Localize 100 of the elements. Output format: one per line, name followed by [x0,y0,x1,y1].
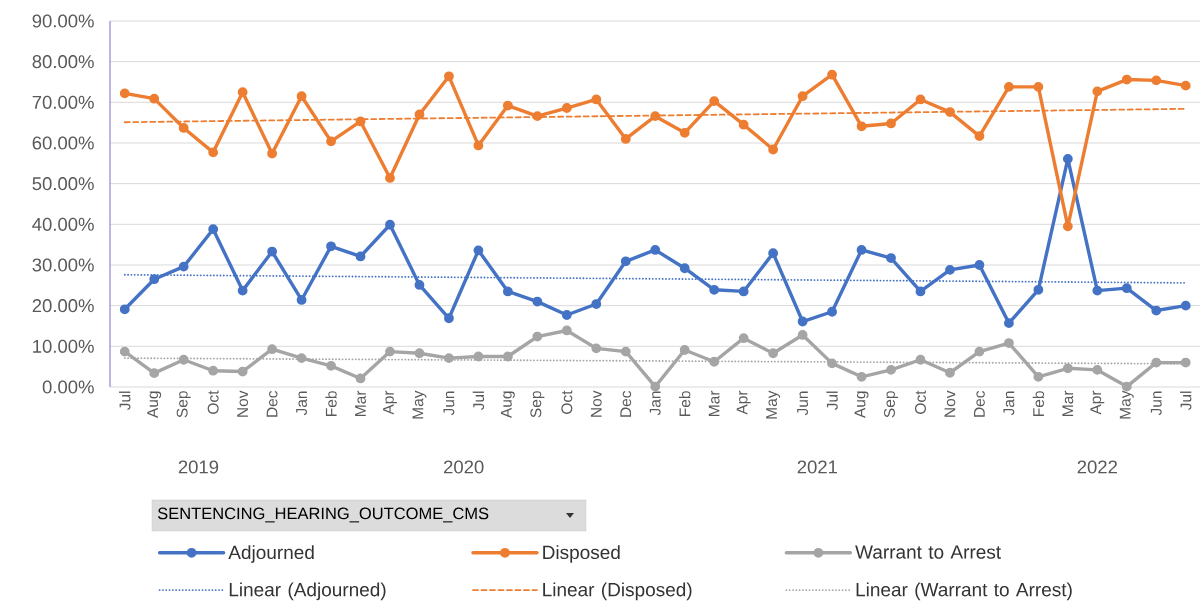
point [709,96,720,106]
point [827,69,837,80]
point [856,121,867,132]
point [915,286,926,297]
point [886,365,896,375]
point [738,286,749,297]
text: 2022 [1077,460,1117,474]
x-tick-label: Oct [914,390,926,414]
x-tick-label: Jun [797,391,809,416]
x-tick-label: Nov [944,390,956,417]
point [650,111,661,122]
x-tick-label: Aug [500,391,515,419]
point [561,310,572,320]
y-tick-label: 10.00% [33,339,94,353]
point [502,286,513,297]
x-tick-label: Jul [1180,391,1192,411]
point [620,346,631,357]
point [945,107,955,117]
point [1033,284,1044,295]
point [355,373,366,384]
x-tick-label: Apr [1090,390,1105,415]
point [709,356,720,367]
point [1033,371,1044,382]
point [945,264,955,275]
point [532,296,543,307]
point [650,245,661,255]
x-tick-label: Sep [530,391,545,418]
legend-label: Linear (Adjourned) [229,582,386,601]
point [561,325,572,336]
point [178,354,189,365]
x-tick-label: Jul [472,391,485,411]
x-tick-label: Oct [561,390,573,414]
x-tick-label: May [1119,390,1134,419]
x-tick-label: Mar [708,390,720,416]
point [1092,86,1103,97]
x-tick-label: Nov [237,390,249,417]
point [296,353,307,364]
point [856,245,867,255]
x-tick-label: Sep [176,391,191,418]
point [414,348,425,359]
x-tick-label: May [766,390,781,419]
y-tick-label: 70.00% [32,95,94,109]
x-tick-label: Aug [854,391,869,419]
x-tick-label: Jan [649,391,661,416]
x-tick-label: Feb [325,391,337,416]
x-tick-label: May [412,390,427,419]
point [444,71,454,82]
point [650,381,661,392]
point [237,87,248,98]
x-tick-label: Dec [974,390,985,417]
point [1121,74,1132,85]
x-tick-label: Dec [266,390,278,417]
point [355,251,366,262]
point [1004,318,1014,329]
y-tick-label: 50.00% [32,177,94,191]
x-tick-label: Mar [1062,390,1074,416]
x-tick-label: Sep [883,391,899,418]
y-tick-label: 0.00% [42,380,94,394]
point [974,131,985,141]
point [1033,81,1044,92]
point [915,94,926,105]
x-tick-label: Oct [207,390,219,414]
x-tick-label: Nov [590,390,602,417]
point [797,316,808,327]
point [473,245,484,256]
point [385,219,395,230]
x-tick-label: Apr [383,390,397,415]
point [149,368,160,379]
x-tick-label: Aug [147,391,162,419]
point [444,313,454,324]
point [591,94,602,105]
text: 2020 [444,460,484,474]
point [473,351,484,362]
legend-label: Adjourned [228,545,314,563]
point [679,263,690,274]
point [267,344,277,355]
y-tick-label: 20.00% [32,299,94,313]
y-tick-label: 30.00% [32,258,94,272]
y-tick-label: 80.00% [32,55,94,69]
point [1004,81,1014,92]
point [1180,300,1191,311]
point [886,253,896,263]
point [1062,153,1073,164]
point [119,346,130,357]
point [679,345,690,355]
point [326,241,336,252]
point [178,123,189,133]
point [237,366,248,377]
point [1004,338,1014,348]
legend-title: SENTENCING_HEARING_OUTCOME_CMS [157,507,489,523]
point [620,256,631,267]
point [414,280,425,290]
point [208,147,219,158]
point [502,100,513,111]
point [945,367,955,378]
x-tick-label: Jul [119,391,131,411]
point [915,354,926,365]
point [296,91,307,102]
point [709,284,720,295]
point [856,371,867,382]
